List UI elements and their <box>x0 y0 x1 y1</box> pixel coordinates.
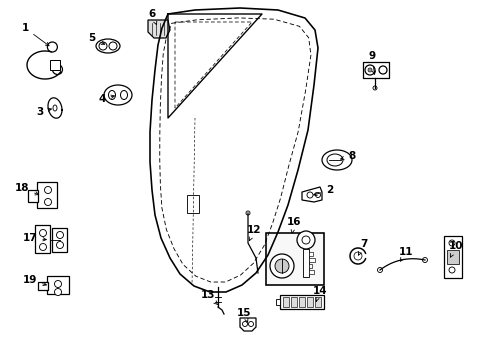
Text: 18: 18 <box>15 183 39 195</box>
Text: 5: 5 <box>88 33 104 44</box>
Circle shape <box>57 242 63 248</box>
Bar <box>362 62 388 78</box>
Bar <box>308 252 312 256</box>
Circle shape <box>364 65 374 75</box>
Circle shape <box>52 64 62 75</box>
Circle shape <box>248 321 253 327</box>
Bar <box>306 297 312 307</box>
Text: 1: 1 <box>21 23 49 46</box>
Text: 9: 9 <box>367 51 375 74</box>
Text: 2: 2 <box>313 185 333 195</box>
Bar <box>50 60 60 70</box>
Bar <box>298 297 305 307</box>
Bar <box>186 195 199 213</box>
Text: 13: 13 <box>201 290 217 305</box>
Ellipse shape <box>96 39 120 53</box>
Ellipse shape <box>120 90 127 99</box>
Circle shape <box>44 198 51 206</box>
Circle shape <box>378 66 386 74</box>
Bar <box>47 276 69 294</box>
Bar <box>52 228 67 252</box>
Bar <box>38 282 48 290</box>
Ellipse shape <box>108 90 115 99</box>
Circle shape <box>242 321 247 327</box>
Circle shape <box>377 267 382 273</box>
Bar <box>308 258 314 262</box>
Circle shape <box>422 257 427 262</box>
Ellipse shape <box>104 85 132 105</box>
Circle shape <box>296 231 314 249</box>
Text: 7: 7 <box>358 239 367 255</box>
Circle shape <box>315 193 320 198</box>
Ellipse shape <box>326 154 342 166</box>
Circle shape <box>47 42 57 52</box>
Bar <box>28 190 38 202</box>
Circle shape <box>302 236 309 244</box>
Circle shape <box>54 280 61 288</box>
Text: 11: 11 <box>398 247 412 261</box>
Circle shape <box>245 211 249 215</box>
Ellipse shape <box>321 150 351 170</box>
Bar <box>35 225 50 253</box>
Circle shape <box>448 267 454 273</box>
Circle shape <box>269 254 293 278</box>
Text: 3: 3 <box>36 107 51 117</box>
Circle shape <box>367 68 371 72</box>
Circle shape <box>54 288 61 296</box>
Ellipse shape <box>53 105 57 111</box>
Circle shape <box>57 231 63 238</box>
Bar <box>290 297 296 307</box>
Circle shape <box>353 252 361 260</box>
Bar <box>314 297 320 307</box>
Circle shape <box>274 259 288 273</box>
Text: 10: 10 <box>448 241 462 257</box>
Bar <box>280 295 324 309</box>
Text: 6: 6 <box>148 9 157 25</box>
Bar <box>37 182 57 208</box>
Text: 14: 14 <box>312 286 326 301</box>
Bar <box>308 264 311 268</box>
Text: 15: 15 <box>236 308 251 322</box>
Text: 12: 12 <box>246 225 261 241</box>
Circle shape <box>306 192 312 198</box>
Bar <box>303 249 308 277</box>
Circle shape <box>44 186 51 194</box>
Text: 19: 19 <box>23 275 46 285</box>
Text: 8: 8 <box>340 151 355 161</box>
Circle shape <box>448 240 454 246</box>
Text: 17: 17 <box>22 233 46 243</box>
Bar <box>308 270 313 274</box>
Bar <box>265 233 324 285</box>
Text: 4: 4 <box>98 94 114 104</box>
Circle shape <box>99 42 107 50</box>
Bar <box>283 297 288 307</box>
Polygon shape <box>148 20 170 38</box>
Bar <box>275 299 280 305</box>
Polygon shape <box>240 318 256 331</box>
Circle shape <box>109 42 117 50</box>
Circle shape <box>372 86 376 90</box>
Circle shape <box>40 243 46 251</box>
Circle shape <box>40 230 46 237</box>
Text: 16: 16 <box>286 217 301 233</box>
Bar <box>446 250 458 264</box>
Polygon shape <box>302 187 321 202</box>
Bar <box>443 236 461 278</box>
